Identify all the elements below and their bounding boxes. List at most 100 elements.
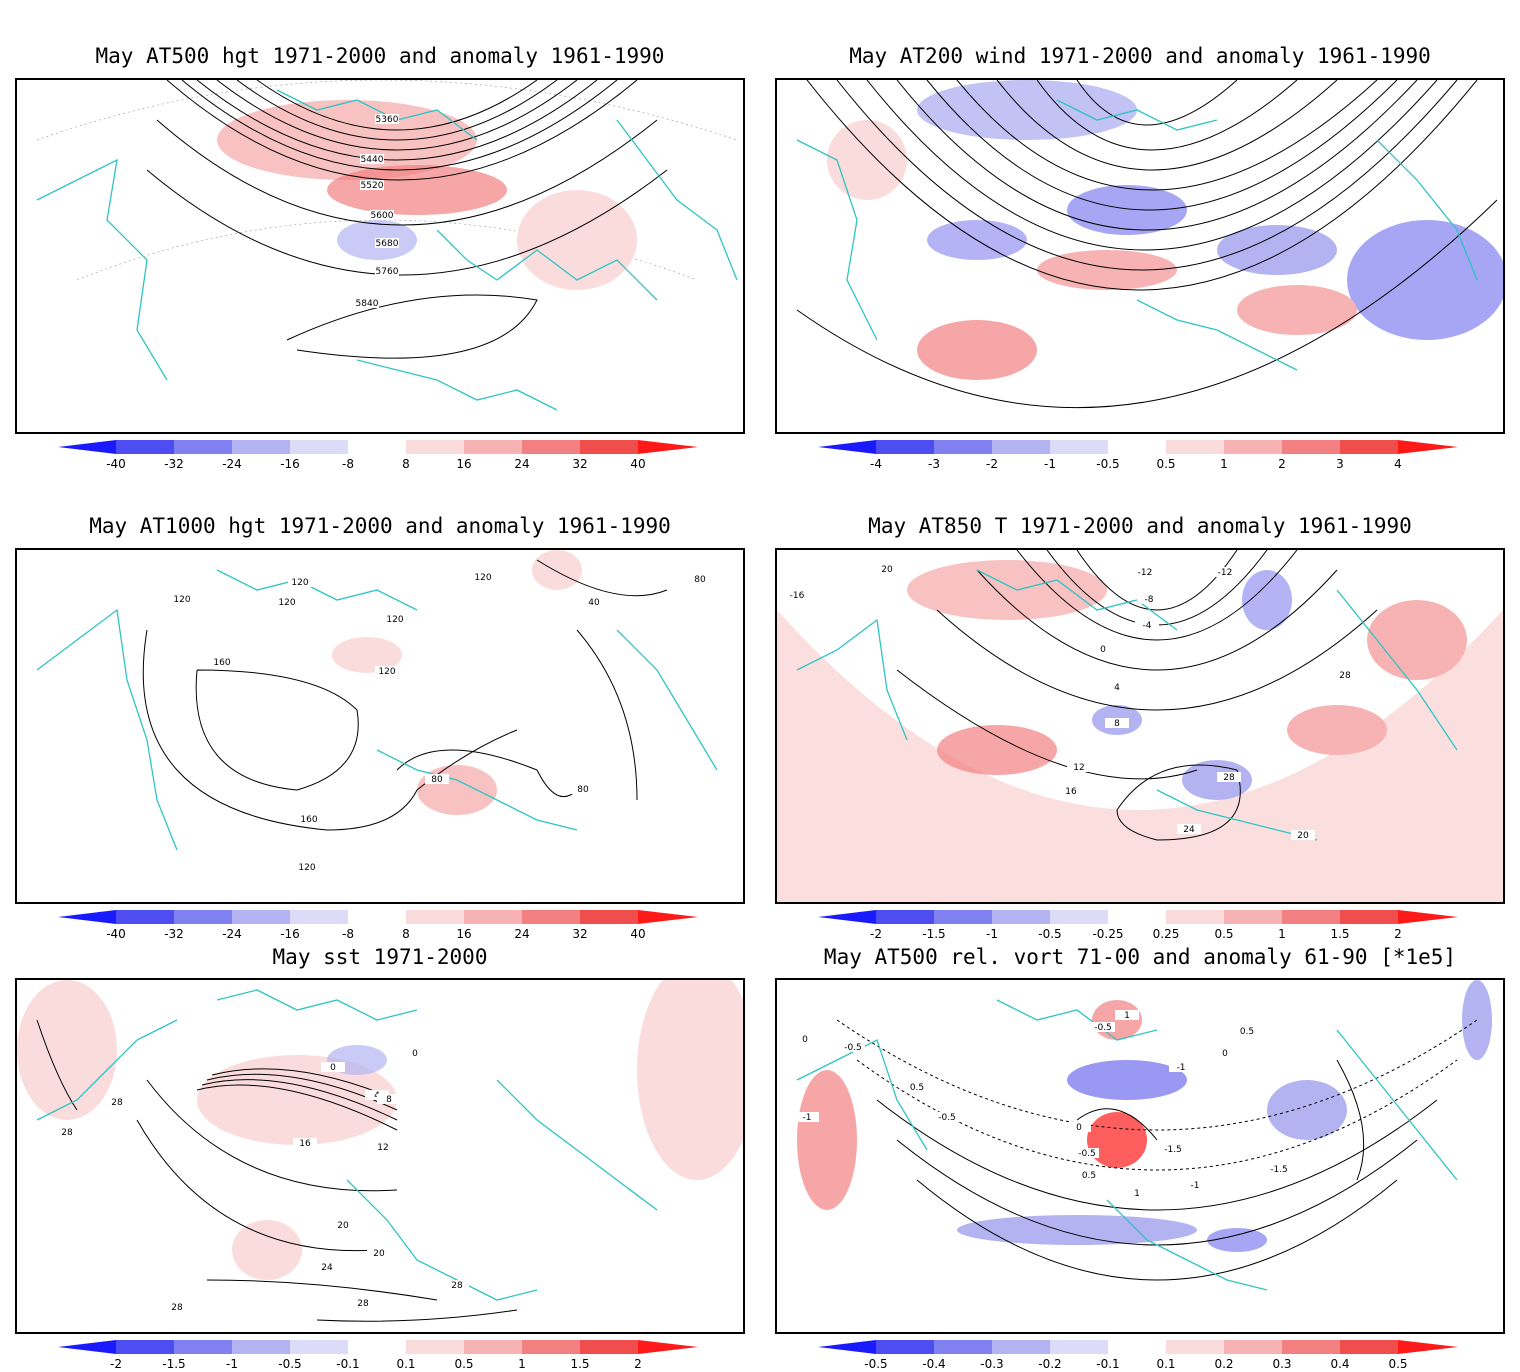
contour-label-bg	[1077, 1170, 1101, 1180]
panel-at850-t: May AT850 T 1971-2000 and anomaly 1961-1…	[760, 480, 1520, 941]
colorbar-tick: -3	[928, 457, 940, 471]
colorbar-tick: 0.1	[396, 1357, 415, 1371]
contour-label: 5440	[361, 155, 384, 165]
panel-at1000-hgt: May AT1000 hgt 1971-2000 and anomaly 196…	[0, 480, 760, 942]
contour-label: 28	[1223, 773, 1235, 783]
contour-label-bg	[1059, 786, 1083, 796]
colorbar-tick: -16	[280, 927, 300, 941]
contour-label: 5680	[376, 239, 399, 249]
map-plot: 282800481612202024282828	[15, 978, 745, 1334]
contour-label: 1	[1134, 1189, 1140, 1199]
map-plot: 5360 5440 5520 5600 5680 5760 5840	[15, 78, 745, 434]
contour-label-bg	[1333, 670, 1357, 680]
contour-label-bg	[935, 1112, 959, 1122]
colorbar-tick: 24	[514, 457, 529, 471]
contour-label: 0	[1100, 645, 1106, 655]
colorbar-tick: -1	[1044, 457, 1056, 471]
contour-label-bg	[321, 1062, 345, 1072]
contour-label: 120	[298, 863, 315, 873]
contour-label: -16	[790, 591, 805, 601]
panel-title: May AT500 rel. vort 71-00 and anomaly 61…	[823, 945, 1457, 969]
colorbar-tick: 32	[572, 927, 587, 941]
contour-label-bg	[793, 1034, 817, 1044]
colorbar-svg: -40 -32 -24 -16 -8 8 16 24 32 40	[58, 910, 698, 941]
contour-label-bg	[1067, 1122, 1091, 1132]
map-plot: 20 -16 -12 -12 -8 -4 0 4 8 12 16 28 28 24 20	[775, 548, 1505, 904]
colorbar: -2 -1.5 -1 -0.5 -0.1 0.1 0.5 1 1.5 2	[58, 1338, 704, 1372]
contour-label-bg	[331, 1220, 355, 1230]
colorbar-tick: -16	[280, 457, 300, 471]
contour-label: 0.5	[1240, 1027, 1254, 1037]
contour-label: 12	[1073, 763, 1084, 773]
contour-label-bg	[1217, 772, 1241, 782]
contour-label-bg	[1105, 718, 1129, 728]
panel-title: May sst 1971-2000	[272, 945, 488, 969]
colorbar-tick: 16	[456, 457, 471, 471]
map-plot	[775, 78, 1505, 434]
colorbar-tick: 1	[518, 1357, 526, 1371]
contour-label: 120	[278, 598, 295, 608]
contour-label: -0.5	[844, 1043, 862, 1053]
contour-label-bg	[377, 1094, 401, 1104]
colorbar-tick: -1	[226, 1357, 238, 1371]
contour-label: 0	[1076, 1123, 1082, 1133]
contour-label: 28	[451, 1281, 463, 1291]
colorbar-tick: 1.5	[1330, 927, 1349, 941]
colorbar-tick: 0.5	[1214, 927, 1233, 941]
colorbar-tick: 16	[456, 927, 471, 941]
colorbar-svg: -2 -1.5 -1 -0.5 -0.1 0.1 0.5 1 1.5 2	[58, 1340, 698, 1371]
colorbar: -40 -32 -24 -16 -8 8 16 24 32 40	[58, 908, 704, 942]
panel-at500-vort: May AT500 rel. vort 71-00 and anomaly 61…	[760, 940, 1520, 1371]
colorbar-tick: 0.5	[1156, 457, 1175, 471]
contour-label-bg	[375, 114, 399, 124]
colorbar-tick: -2	[110, 1357, 122, 1371]
panel-at500-hgt: May AT500 hgt 1971-2000 and anomaly 1961…	[0, 0, 760, 480]
contour-label: 28	[61, 1128, 73, 1138]
contour-label: 4	[1114, 683, 1120, 693]
colorbar-svg: -4 -3 -2 -1 -0.5 0.5 1 2 3 4	[818, 440, 1458, 471]
panel-title: May AT850 T 1971-2000 and anomaly 1961-1…	[868, 514, 1412, 538]
contour-label: 0	[412, 1049, 418, 1059]
contour-label-bg	[841, 1042, 865, 1052]
colorbar-tick: 0.1	[1156, 1357, 1175, 1371]
contour-label: 20	[1297, 831, 1309, 841]
colorbar-tick: 40	[630, 927, 645, 941]
colorbar-tick: 2	[1394, 927, 1402, 941]
contour-label: 0	[330, 1063, 336, 1073]
colorbar-tick: 0.25	[1153, 927, 1180, 941]
colorbar-tick: -0.25	[1092, 927, 1123, 941]
contour-label: -1	[1177, 1063, 1186, 1073]
colorbar-tick: -0.1	[336, 1357, 359, 1371]
contour-label: 20	[881, 565, 893, 575]
colorbar-svg: -2 -1.5 -1 -0.5 -0.25 0.25 0.5 1 1.5 2	[818, 910, 1458, 941]
panel-title: May AT1000 hgt 1971-2000 and anomaly 196…	[89, 514, 671, 538]
colorbar-tick: 0.3	[1272, 1357, 1291, 1371]
contour-label: 16	[1065, 787, 1077, 797]
contour-label-bg	[288, 577, 312, 587]
colorbar-tick: 0.5	[454, 1357, 473, 1371]
contour-label-bg	[105, 1097, 129, 1107]
map-svg: 120 120 120 120 120 120 160 160 120 80 80 80 40	[36, 550, 718, 873]
contour-label-bg	[571, 784, 595, 794]
contour-label: 120	[291, 578, 308, 588]
contour-label-bg	[275, 597, 299, 607]
colorbar-tick: -2	[986, 457, 998, 471]
contour-label: 28	[111, 1098, 123, 1108]
contour-label: 0.5	[1082, 1171, 1096, 1181]
contour-label: 80	[431, 775, 443, 785]
contour-label: 0.5	[910, 1083, 924, 1093]
map-svg: 20 -16 -12 -12 -8 -4 0 4 8 12 16 28 28 24 20	[777, 550, 1503, 902]
contour-label-bg	[875, 564, 899, 574]
contour-label-bg	[582, 597, 606, 607]
colorbar: -4 -3 -2 -1 -0.5 0.5 1 2 3 4	[818, 438, 1464, 472]
contour-label: 20	[337, 1221, 349, 1231]
colorbar-tick: -8	[342, 457, 354, 471]
colorbar-tick: -40	[106, 927, 126, 941]
contour-label: 8	[386, 1095, 392, 1105]
contour-label-bg	[170, 594, 194, 604]
contour-label: 80	[577, 785, 589, 795]
contour-label: -12	[1138, 568, 1153, 578]
contour-label-bg	[1075, 1148, 1099, 1158]
panel-sst: May sst 1971-2000	[0, 940, 760, 1372]
contour-label-bg	[375, 238, 399, 248]
